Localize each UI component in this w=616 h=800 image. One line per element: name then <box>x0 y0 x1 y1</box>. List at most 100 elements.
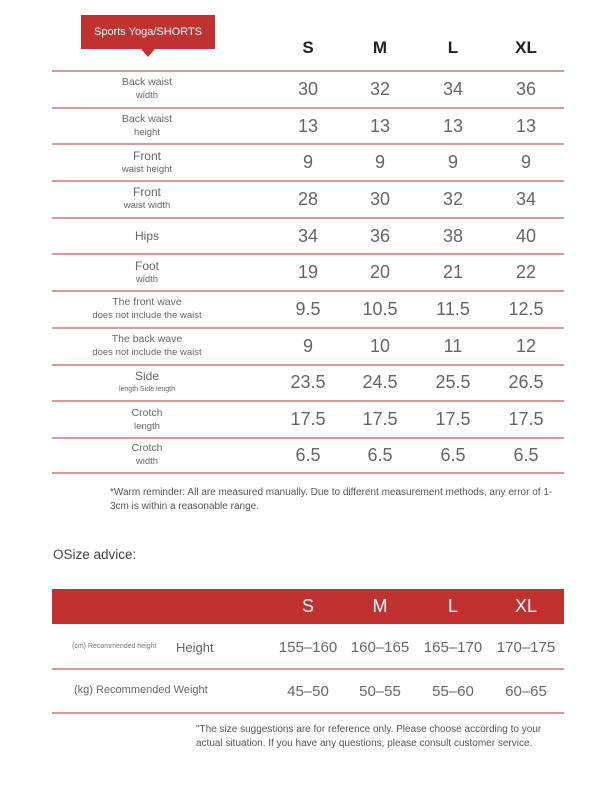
measurement-label-line2: height <box>134 127 160 139</box>
table-row: Crotch width 6.5 6.5 6.5 6.5 <box>52 436 564 474</box>
measurement-label: Back waist height <box>82 109 212 144</box>
measurement-label-line1: The back wave <box>111 333 183 346</box>
measurement-label-line1: Crotch <box>131 442 163 455</box>
measurement-label: Back waist width <box>82 72 212 107</box>
advice-header-bar: S M L XL <box>52 589 564 624</box>
measurement-value: 13 <box>369 115 391 136</box>
size-header-xl: XL <box>515 38 537 57</box>
table-row: Front waist height 9 9 9 9 <box>52 143 564 180</box>
measurement-value: 34 <box>442 78 464 99</box>
measurement-value: 12 <box>515 335 537 356</box>
measurement-value: 12.5 <box>508 298 544 319</box>
weight-value: 55–60 <box>432 682 474 700</box>
table-row: Side length Side length 23.5 24.5 25.5 26.5 <box>52 363 564 401</box>
measurement-value: 9 <box>302 335 313 356</box>
measurement-label-line2: does not include the waist <box>92 347 202 359</box>
table-row: The back wave does not include the waist 9… <box>52 326 564 364</box>
measurement-value: 10.5 <box>362 298 398 319</box>
measurement-label: The back wave does not include the waist <box>82 329 212 364</box>
measurement-label-line2: width <box>135 90 159 102</box>
product-title-tag: Sports Yoga/SHORTS <box>81 15 215 57</box>
measurement-value: 6.5 <box>440 444 466 465</box>
height-value: 160–165 <box>350 638 410 656</box>
measurement-value: 36 <box>515 78 537 99</box>
table-row: Back waist height 13 13 13 13 <box>52 106 564 144</box>
advice-size-l: L <box>447 596 458 616</box>
measurement-value: 9 <box>374 152 385 173</box>
height-label: Height <box>176 640 214 655</box>
measurement-label-line2: width <box>135 456 159 468</box>
measurement-value: 9 <box>447 152 458 173</box>
measurement-value: 6.5 <box>513 444 539 465</box>
measurement-label-line1: Foot <box>134 258 159 273</box>
measurement-value: 6.5 <box>295 444 321 465</box>
weight-value: 50–55 <box>359 682 401 700</box>
advice-row-height: (cm) Recommended height Height 155–160 1… <box>52 626 564 670</box>
measurement-value: 6.5 <box>367 444 393 465</box>
height-value: 165–170 <box>423 638 483 656</box>
measurement-value: 9 <box>520 152 531 173</box>
table-row: Front waist width 28 30 32 34 <box>52 180 564 217</box>
measurement-label-line2: waist width <box>123 200 171 212</box>
measurement-value: 34 <box>297 225 319 246</box>
measurement-label-line1: Crotch <box>131 406 163 419</box>
advice-size-s: S <box>301 596 314 616</box>
measurement-label-line2: length Side length <box>118 385 176 393</box>
measurement-value: 13 <box>442 115 464 136</box>
measurement-label-line1: Back waist <box>121 113 173 126</box>
measurement-value: 30 <box>369 188 391 209</box>
table-row: Hips 34 36 38 40 <box>52 216 564 254</box>
measurement-label-line1: Back waist <box>121 76 173 89</box>
size-advice-heading: OSize advice: <box>53 547 137 562</box>
measurement-value: 26.5 <box>508 372 544 393</box>
measurement-value: 13 <box>515 115 537 136</box>
measurement-value: 9 <box>302 152 313 173</box>
measurement-value: 36 <box>369 225 391 246</box>
table-row: Back waist width 30 32 34 36 <box>52 70 564 107</box>
size-table: Back waist width 30 32 34 36 Back waist height 1… <box>52 70 564 474</box>
measurement-label: The front wave does not include the waist <box>82 292 212 327</box>
warm-reminder: *Warm reminder: All are measured manuall… <box>110 487 553 512</box>
measurement-value: 28 <box>297 188 319 209</box>
table-row: The front wave does not include the waist… <box>52 290 564 327</box>
size-header-s: S <box>302 38 314 57</box>
measurement-value: 11.5 <box>436 298 470 319</box>
measurement-label: Hips <box>82 219 212 254</box>
measurement-label-line1: Side <box>134 368 160 383</box>
measurement-label: Front waist width <box>82 182 212 217</box>
measurement-value: 32 <box>369 78 391 99</box>
measurement-value: 40 <box>515 225 537 246</box>
measurement-value: 38 <box>442 225 464 246</box>
table-row: Foot width 19 20 21 22 <box>52 253 564 290</box>
size-header-m: M <box>372 38 388 57</box>
measurement-label: Foot width <box>82 255 212 290</box>
measurement-value: 34 <box>515 188 537 209</box>
measurement-label: Crotch width <box>82 439 212 472</box>
measurement-value: 9.5 <box>295 298 321 319</box>
measurement-value: 19 <box>297 262 319 283</box>
measurement-value: 11 <box>443 335 463 356</box>
measurement-value: 24.5 <box>362 372 398 393</box>
measurement-label: Front waist height <box>82 145 212 180</box>
measurement-label-line2: length <box>134 420 160 432</box>
measurement-label-line1: Front <box>132 185 161 200</box>
advice-size-m: M <box>372 596 388 616</box>
size-advice-note: "The size suggestions are for reference … <box>196 724 542 749</box>
measurement-value: 21 <box>442 262 464 283</box>
measurement-value: 30 <box>297 78 319 99</box>
height-small-label: (cm) Recommended height <box>72 643 157 650</box>
measurement-value: 22 <box>515 262 537 283</box>
measurement-label-line1: Hips <box>134 228 159 243</box>
measurement-label-line2: waist height <box>121 163 173 175</box>
measurement-value: 20 <box>369 262 391 283</box>
measurement-label-line1: Front <box>132 148 161 163</box>
measurement-value: 10 <box>369 335 391 356</box>
measurement-value: 17.5 <box>362 409 398 430</box>
measurement-value: 32 <box>442 188 464 209</box>
weight-value: 45–50 <box>287 682 329 700</box>
measurement-value: 23.5 <box>290 372 326 393</box>
measurement-label-line2: does not include the waist <box>92 310 202 322</box>
measurement-label-line2: width <box>135 273 159 285</box>
advice-row-weight: (kg) Recommended Weight 45–50 50–55 55–6… <box>52 670 564 714</box>
measurement-value: 17.5 <box>290 409 326 430</box>
